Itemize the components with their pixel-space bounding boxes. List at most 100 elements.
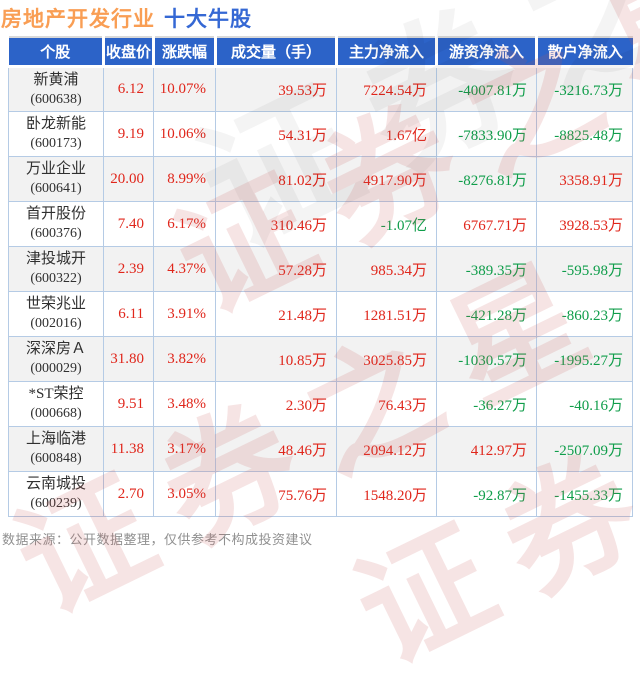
stock-name: 津投城开 xyxy=(25,251,86,267)
table-row: 卧龙新能 (600173) 9.19 10.06% 54.31万 1.67亿 -7… xyxy=(8,111,633,157)
retail-inflow: -2507.09万 xyxy=(536,426,633,472)
hot-money-inflow: -4007.81万 xyxy=(436,66,537,112)
stock-code: (600376) xyxy=(30,226,82,241)
stock-name: 世荣兆业 xyxy=(25,296,86,312)
stock-code: (002016) xyxy=(30,316,82,331)
hot-money-inflow: 6767.71万 xyxy=(436,201,537,247)
stock-cell: 云南城投 (600239) xyxy=(8,471,104,517)
hot-money-inflow: -389.35万 xyxy=(436,246,537,292)
close-price: 6.11 xyxy=(103,291,154,337)
close-price: 20.00 xyxy=(103,156,154,202)
close-price: 11.38 xyxy=(103,426,154,472)
main-inflow: 1.67亿 xyxy=(336,111,437,157)
stock-name: 首开股份 xyxy=(25,206,86,222)
close-price: 31.80 xyxy=(103,336,154,382)
change-percent: 3.17% xyxy=(153,426,216,472)
close-price: 7.40 xyxy=(103,201,154,247)
stock-code: (000029) xyxy=(30,361,82,376)
stock-name: 云南城投 xyxy=(25,476,86,492)
retail-inflow: -595.98万 xyxy=(536,246,633,292)
retail-inflow: 3358.91万 xyxy=(536,156,633,202)
table-header-row: 个股 收盘价 涨跌幅 成交量（手） 主力净流入 游资净流入 散户净流入 xyxy=(8,36,633,68)
col-header-volume: 成交量（手） xyxy=(215,36,338,68)
stock-cell: 深深房Ａ (000029) xyxy=(8,336,104,382)
col-header-change: 涨跌幅 xyxy=(153,36,217,68)
retail-inflow: -40.16万 xyxy=(536,381,633,427)
main-inflow: 1281.51万 xyxy=(336,291,437,337)
stock-name: 万业企业 xyxy=(25,161,86,177)
stock-cell: 首开股份 (600376) xyxy=(8,201,104,247)
stock-code: (600641) xyxy=(30,181,82,196)
table-row: 深深房Ａ (000029) 31.80 3.82% 10.85万 3025.85万… xyxy=(8,336,633,382)
stock-name: *ST荣控 xyxy=(28,386,84,402)
title-suffix: 十大牛股 xyxy=(164,8,252,31)
close-price: 2.39 xyxy=(103,246,154,292)
table-row: *ST荣控 (000668) 9.51 3.48% 2.30万 76.43万 -3… xyxy=(8,381,633,427)
stock-code: (600638) xyxy=(30,91,82,107)
stock-code: (600239) xyxy=(30,496,82,511)
stock-cell: 世荣兆业 (002016) xyxy=(8,291,104,337)
stock-name: 新黄浦 xyxy=(33,71,79,88)
stock-code: (600173) xyxy=(30,136,82,151)
table-row: 新黄浦 (600638) 6.12 10.07% 39.53万 7224.54万 … xyxy=(8,66,633,112)
page-title: 房地产开发行业 十大牛股 xyxy=(1,3,252,33)
main-inflow: 2094.12万 xyxy=(336,426,437,472)
hot-money-inflow: -7833.90万 xyxy=(436,111,537,157)
volume: 54.31万 xyxy=(215,111,337,157)
col-header-retail-inflow: 散户净流入 xyxy=(536,36,633,68)
table-row: 云南城投 (600239) 2.70 3.05% 75.76万 1548.20万 … xyxy=(8,471,633,517)
stock-cell: 新黄浦 (600638) xyxy=(8,66,104,112)
retail-inflow: -3216.73万 xyxy=(536,66,633,112)
col-header-hot-money-inflow: 游资净流入 xyxy=(436,36,538,68)
col-header-stock: 个股 xyxy=(8,36,105,68)
data-source-note: 数据来源：公开数据整理，仅供参考不构成投资建议 xyxy=(2,532,313,547)
stock-code: (600322) xyxy=(30,271,82,286)
retail-inflow: -860.23万 xyxy=(536,291,633,337)
table-row: 万业企业 (600641) 20.00 8.99% 81.02万 4917.90万… xyxy=(8,156,633,202)
close-price: 9.19 xyxy=(103,111,154,157)
close-price: 9.51 xyxy=(103,381,154,427)
change-percent: 3.82% xyxy=(153,336,216,382)
col-header-main-inflow: 主力净流入 xyxy=(336,36,438,68)
top-stocks-table: 个股 收盘价 涨跌幅 成交量（手） 主力净流入 游资净流入 散户净流入 新黄浦 (… xyxy=(8,36,633,517)
volume: 21.48万 xyxy=(215,291,337,337)
close-price: 2.70 xyxy=(103,471,154,517)
stock-cell: *ST荣控 (000668) xyxy=(8,381,104,427)
stock-name: 深深房Ａ xyxy=(25,341,86,357)
table-row: 首开股份 (600376) 7.40 6.17% 310.46万 -1.07亿 6… xyxy=(8,201,633,247)
volume: 57.28万 xyxy=(215,246,337,292)
volume: 75.76万 xyxy=(215,471,337,517)
retail-inflow: -1995.27万 xyxy=(536,336,633,382)
main-inflow: 3025.85万 xyxy=(336,336,437,382)
change-percent: 3.91% xyxy=(153,291,216,337)
stock-cell: 上海临港 (600848) xyxy=(8,426,104,472)
col-header-close: 收盘价 xyxy=(103,36,155,68)
change-percent: 8.99% xyxy=(153,156,216,202)
hot-money-inflow: -92.87万 xyxy=(436,471,537,517)
table-row: 津投城开 (600322) 2.39 4.37% 57.28万 985.34万 -… xyxy=(8,246,633,292)
main-inflow: 4917.90万 xyxy=(336,156,437,202)
close-price: 6.12 xyxy=(103,66,154,112)
hot-money-inflow: -1030.57万 xyxy=(436,336,537,382)
volume: 81.02万 xyxy=(215,156,337,202)
stock-name: 卧龙新能 xyxy=(25,116,86,132)
volume: 10.85万 xyxy=(215,336,337,382)
stock-name: 上海临港 xyxy=(25,431,86,447)
title-industry: 房地产开发行业 xyxy=(1,8,155,31)
table-row: 世荣兆业 (002016) 6.11 3.91% 21.48万 1281.51万 … xyxy=(8,291,633,337)
volume: 39.53万 xyxy=(215,66,337,112)
change-percent: 10.07% xyxy=(153,66,216,112)
change-percent: 4.37% xyxy=(153,246,216,292)
main-inflow: -1.07亿 xyxy=(336,201,437,247)
volume: 310.46万 xyxy=(215,201,337,247)
stock-cell: 津投城开 (600322) xyxy=(8,246,104,292)
stock-code: (000668) xyxy=(30,406,82,421)
change-percent: 10.06% xyxy=(153,111,216,157)
stock-cell: 万业企业 (600641) xyxy=(8,156,104,202)
volume: 48.46万 xyxy=(215,426,337,472)
main-inflow: 1548.20万 xyxy=(336,471,437,517)
table-row: 上海临港 (600848) 11.38 3.17% 48.46万 2094.12万… xyxy=(8,426,633,472)
hot-money-inflow: -36.27万 xyxy=(436,381,537,427)
hot-money-inflow: 412.97万 xyxy=(436,426,537,472)
